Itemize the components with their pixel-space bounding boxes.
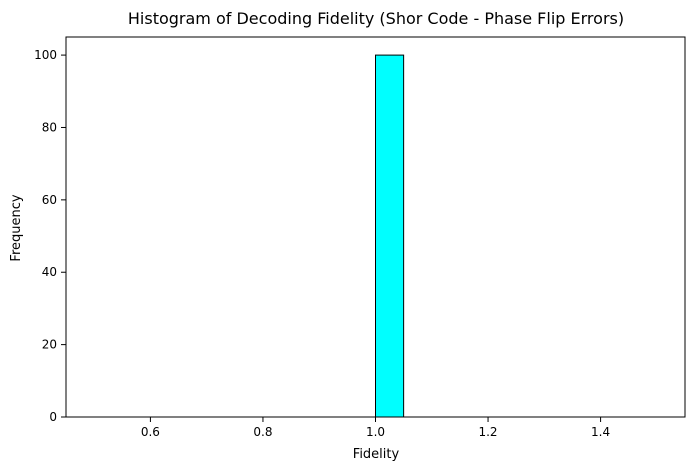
y-tick-label: 40 [42, 265, 57, 279]
x-tick-label: 1.2 [478, 425, 497, 439]
chart-title: Histogram of Decoding Fidelity (Shor Cod… [128, 9, 624, 28]
x-tick-label: 0.8 [253, 425, 272, 439]
y-tick-label: 60 [42, 193, 57, 207]
y-axis-label: Frequency [9, 194, 24, 261]
x-tick-label: 1.4 [591, 425, 610, 439]
y-tick-label: 0 [49, 410, 57, 424]
y-tick-label: 80 [42, 120, 57, 134]
x-tick-label: 0.6 [141, 425, 160, 439]
x-axis-label: Fidelity [353, 447, 400, 462]
x-tick-label: 1.0 [366, 425, 385, 439]
x-axis-ticks: 0.6 0.8 1.0 1.2 1.4 [141, 417, 610, 439]
y-axis-ticks: 0 20 40 60 80 100 [34, 48, 66, 424]
histogram-bar [375, 54, 405, 418]
y-tick-label: 20 [42, 338, 57, 352]
y-tick-label: 100 [34, 48, 57, 62]
plot-area [375, 54, 405, 418]
